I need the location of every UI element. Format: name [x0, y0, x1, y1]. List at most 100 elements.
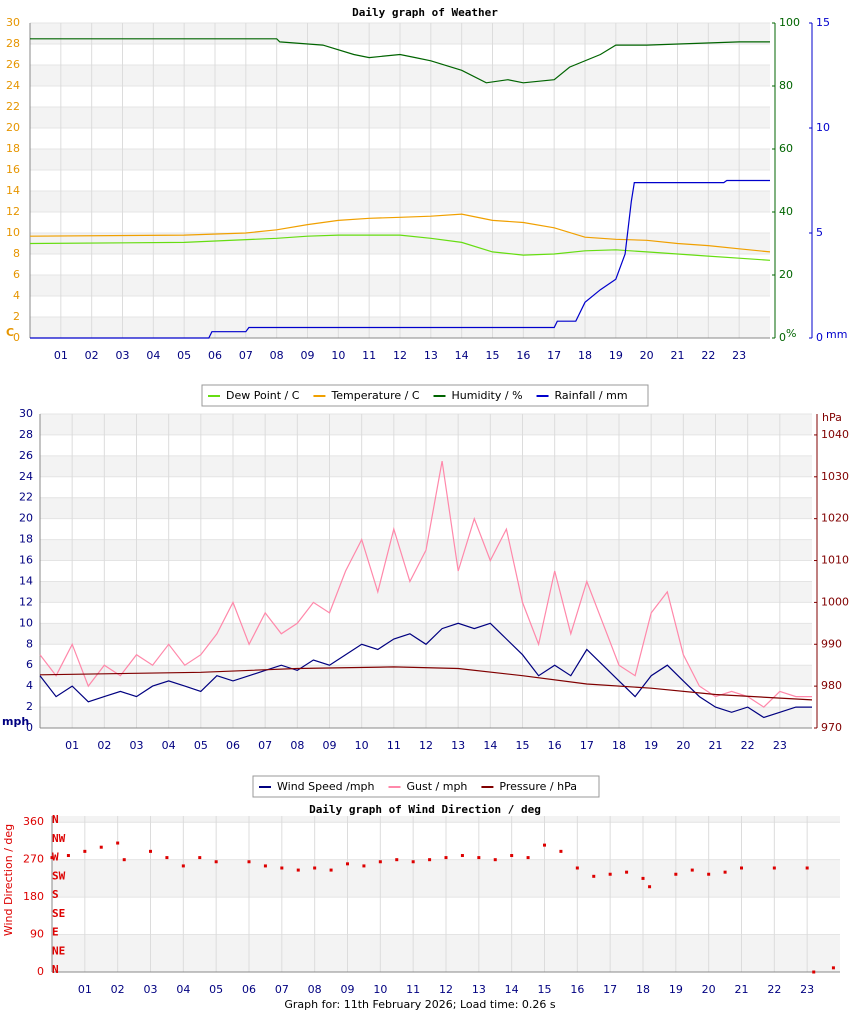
y-tick-label: 16: [6, 163, 20, 176]
x-tick-label: 19: [669, 983, 683, 996]
point: [149, 849, 152, 853]
y2-tick-label: 80: [779, 79, 793, 92]
y-tick-label: 0: [26, 721, 33, 734]
x-tick-label: 11: [406, 983, 420, 996]
point: [428, 858, 432, 862]
point: [707, 872, 711, 876]
x-tick-label: 17: [547, 349, 561, 362]
x-tick-label: 01: [78, 983, 92, 996]
point: [648, 885, 652, 889]
y3-tick-label: 5: [816, 226, 823, 239]
x-tick-label: 09: [301, 349, 315, 362]
x-tick-label: 19: [644, 739, 658, 752]
y-tick-label: 14: [19, 574, 33, 587]
y-tick-label: 4: [13, 289, 20, 302]
x-tick-label: 04: [146, 349, 160, 362]
x-tick-label: 18: [636, 983, 650, 996]
x-tick-label: 05: [209, 983, 223, 996]
chart-title: Daily graph of Weather: [352, 6, 498, 19]
point: [740, 866, 743, 870]
x-tick-label: 05: [194, 739, 208, 752]
x-tick-label: 15: [486, 349, 500, 362]
compass-label: S: [52, 888, 59, 901]
y-tick-label: 22: [6, 100, 20, 113]
x-tick-label: 17: [580, 739, 594, 752]
y-tick-label: 180: [23, 890, 44, 903]
legend-label: Wind Speed /mph: [277, 780, 375, 793]
y-tick-label: 20: [19, 512, 33, 525]
x-tick-label: 05: [177, 349, 191, 362]
legend-label: Gust / mph: [407, 780, 468, 793]
y-tick-label: 2: [26, 700, 33, 713]
y-tick-label: 0: [13, 331, 20, 344]
y3-tick-label: 15: [816, 16, 830, 29]
x-tick-label: 23: [773, 739, 787, 752]
y2-tick-label: 990: [821, 637, 842, 650]
y2-tick-label: 0: [779, 331, 786, 344]
point: [575, 866, 579, 870]
x-tick-label: 21: [671, 349, 685, 362]
x-tick-label: 20: [640, 349, 654, 362]
y-tick-label: 18: [6, 142, 20, 155]
point: [198, 856, 202, 860]
x-tick-label: 22: [701, 349, 715, 362]
y-tick-label: 6: [26, 658, 33, 671]
y-tick-label: 4: [26, 679, 33, 692]
y-tick-label: 14: [6, 184, 20, 197]
x-tick-label: 10: [355, 739, 369, 752]
point: [526, 856, 530, 860]
x-tick-label: 21: [709, 739, 723, 752]
x-tick-label: 08: [270, 349, 284, 362]
x-tick-label: 12: [439, 983, 453, 996]
y2-tick-label: 970: [821, 721, 842, 734]
x-tick-label: 07: [258, 739, 272, 752]
point: [477, 856, 481, 860]
y2-tick-label: 1000: [821, 595, 849, 608]
y-tick-label: 10: [19, 616, 33, 629]
y3-tick-label: 0: [816, 331, 823, 344]
x-tick-label: 20: [676, 739, 690, 752]
series-line: [39, 460, 812, 708]
point: [116, 841, 120, 845]
x-tick-label: 02: [97, 739, 111, 752]
point: [674, 872, 678, 876]
y-tick-label: 22: [19, 491, 33, 504]
x-tick-label: 20: [702, 983, 716, 996]
compass-label: E: [52, 926, 59, 939]
y3-unit-label: mm: [826, 328, 847, 341]
x-tick-label: 03: [144, 983, 158, 996]
x-tick-label: 23: [732, 349, 746, 362]
x-tick-label: 03: [130, 739, 144, 752]
y2-tick-label: 1010: [821, 554, 849, 567]
y-tick-label: 0: [37, 965, 44, 978]
x-tick-label: 07: [239, 349, 253, 362]
x-tick-label: 16: [516, 349, 530, 362]
y-tick-label: 8: [13, 247, 20, 260]
y-tick-label: 90: [30, 928, 44, 941]
x-tick-label: 16: [548, 739, 562, 752]
y-tick-label: 270: [23, 853, 44, 866]
point: [66, 854, 70, 858]
point: [263, 864, 267, 868]
y2-tick-label: 20: [779, 268, 793, 281]
y2-tick-label: 100: [779, 16, 800, 29]
point: [831, 966, 835, 970]
point: [181, 864, 185, 868]
legend-label: Humidity / %: [452, 389, 523, 402]
y-tick-label: 6: [13, 268, 20, 281]
y2-tick-label: 980: [821, 679, 842, 692]
point: [625, 870, 629, 874]
y2-unit-label: hPa: [822, 411, 842, 424]
point: [165, 856, 169, 860]
point: [280, 866, 284, 870]
compass-label: NW: [52, 832, 66, 845]
y-axis-label: Wind Direction / deg: [2, 824, 15, 936]
y-tick-label: 10: [6, 226, 20, 239]
compass-label: SW: [52, 869, 66, 882]
point: [805, 866, 809, 870]
y-tick-label: 8: [26, 637, 33, 650]
chart-title: Daily graph of Wind Direction / deg: [309, 803, 541, 816]
y2-tick-label: 40: [779, 205, 793, 218]
legend-box: [252, 775, 600, 798]
legend-label: Dew Point / C: [226, 389, 300, 402]
